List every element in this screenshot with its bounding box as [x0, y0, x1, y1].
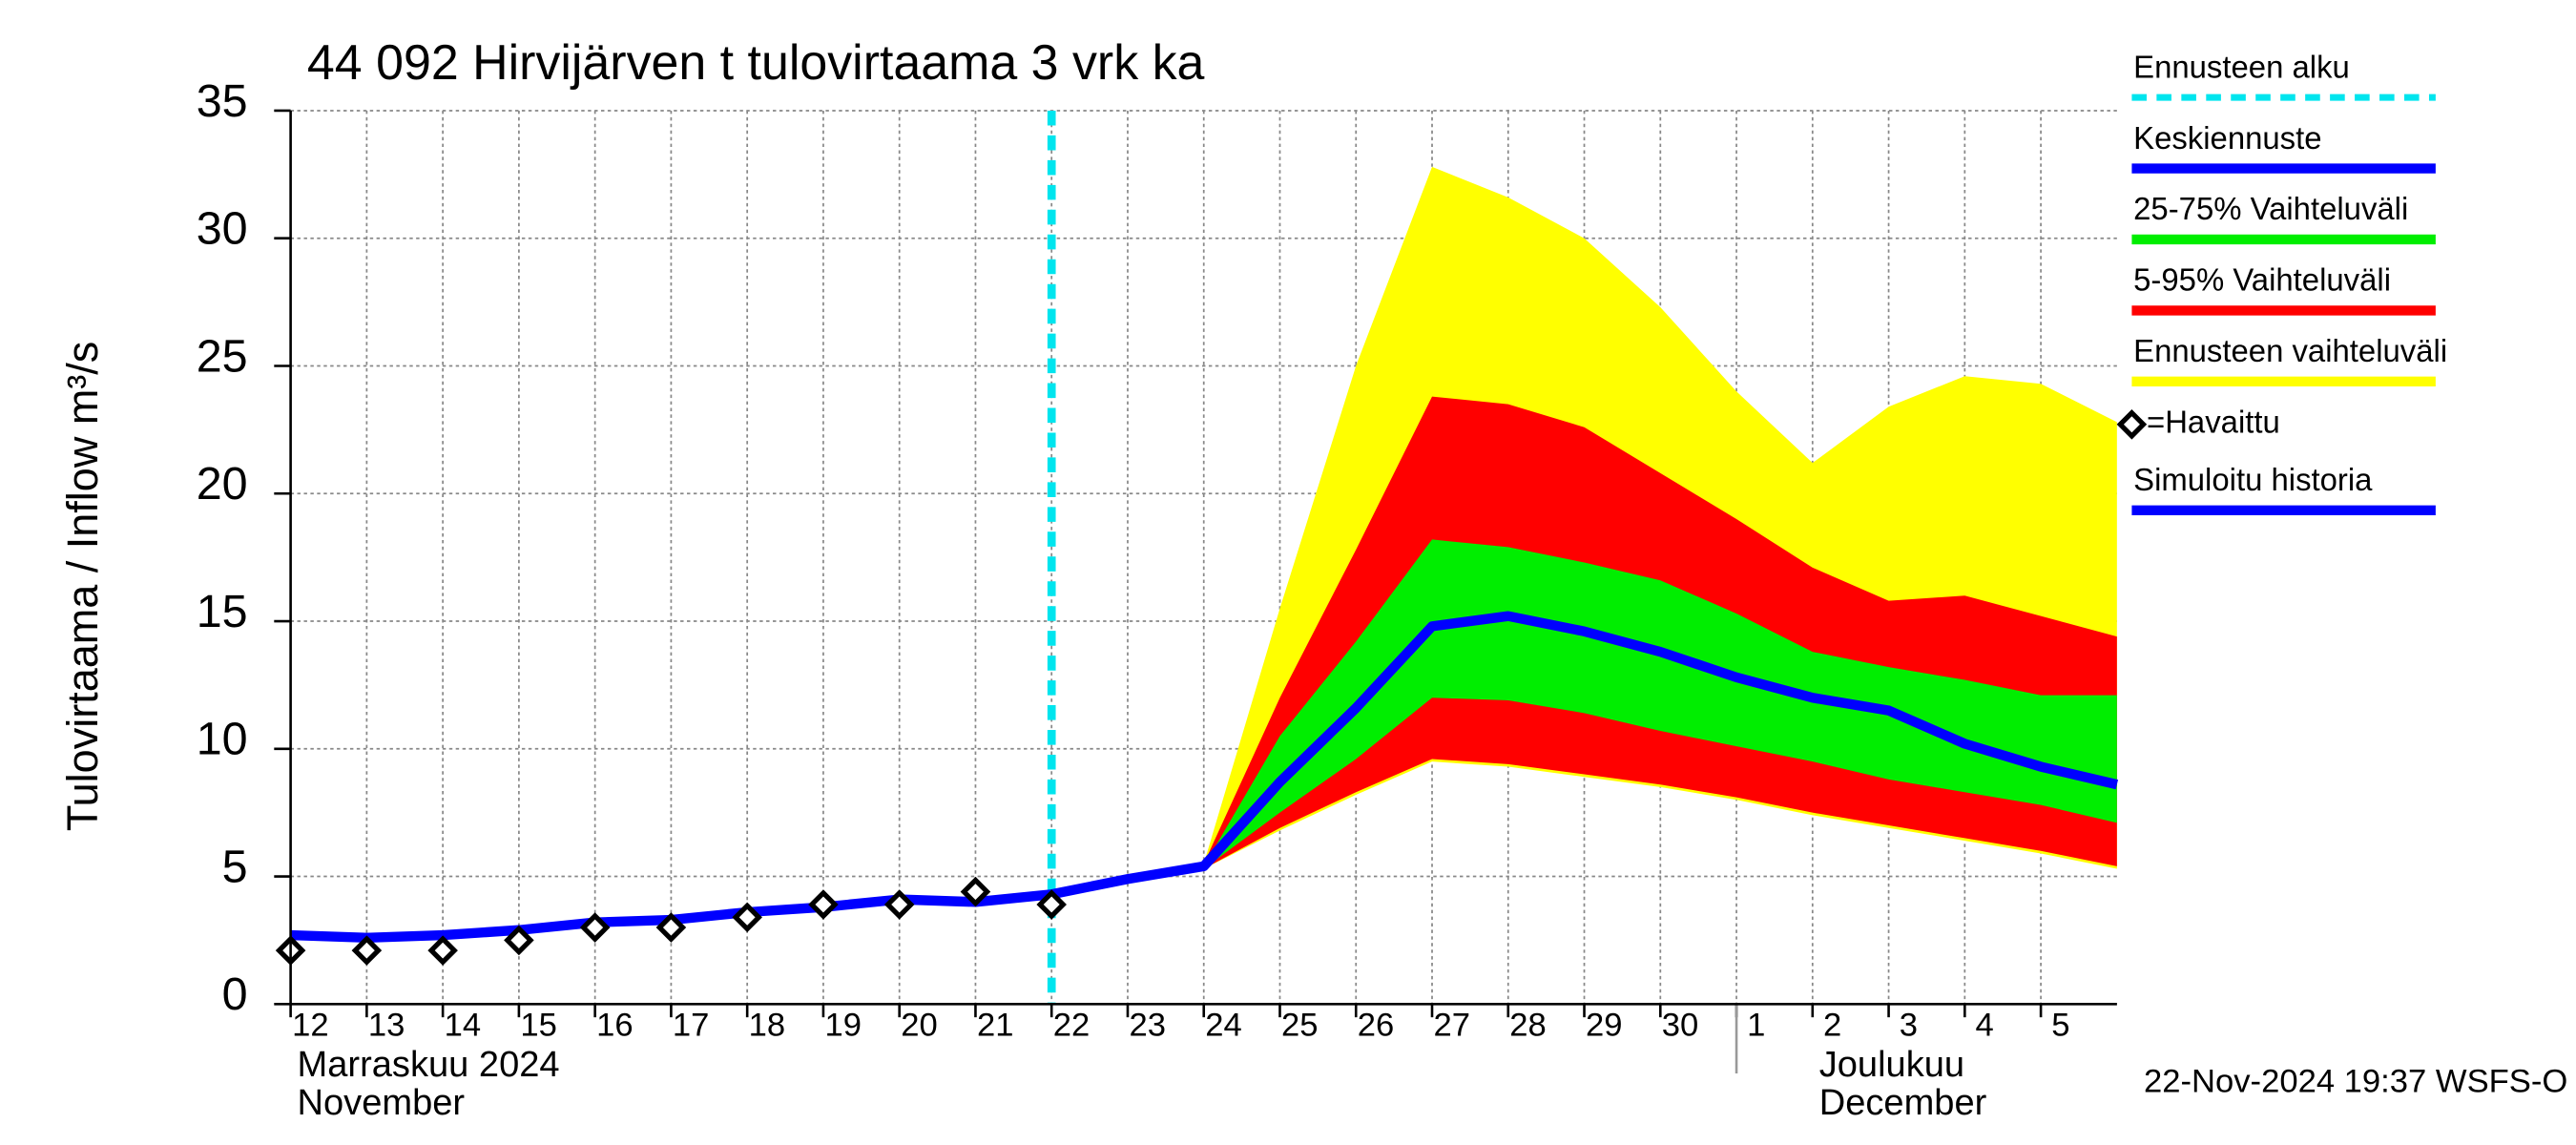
x-tick-label: 15: [520, 1008, 556, 1044]
y-tick-label: 20: [197, 458, 248, 510]
y-axis-label: Tulovirtaama / Inflow m³/s: [58, 342, 107, 831]
x-tick-label: 22: [1053, 1008, 1090, 1044]
x-tick-label: 25: [1281, 1008, 1318, 1044]
month-label: Marraskuu 2024: [298, 1045, 560, 1085]
legend-label: Keskiennuste: [2133, 120, 2321, 156]
x-tick-label: 21: [977, 1008, 1013, 1044]
observed-marker: [504, 925, 534, 956]
x-tick-label: 20: [901, 1008, 937, 1044]
y-tick-label: 30: [197, 203, 248, 255]
y-tick-label: 10: [197, 714, 248, 765]
y-tick-label: 35: [197, 75, 248, 127]
x-tick-label: 24: [1205, 1008, 1241, 1044]
legend-label: =Havaittu: [2147, 404, 2280, 439]
timestamp: 22-Nov-2024 19:37 WSFS-O: [2144, 1064, 2567, 1100]
x-tick-label: 26: [1358, 1008, 1394, 1044]
x-tick-label: 12: [292, 1008, 328, 1044]
y-tick-label: 15: [197, 586, 248, 637]
x-tick-label: 13: [368, 1008, 405, 1044]
observed-marker: [351, 935, 383, 966]
y-tick-label: 5: [222, 841, 248, 892]
line: [1050, 611, 2119, 900]
legend-label: Ennusteen alku: [2133, 49, 2350, 84]
x-tick-label: 1: [1747, 1008, 1765, 1044]
observed-marker: [883, 889, 915, 920]
y-tick-label: 0: [222, 968, 248, 1020]
x-tick-label: 5: [2051, 1008, 2069, 1044]
month-label: December: [1819, 1083, 1987, 1123]
x-tick-label: 16: [596, 1008, 633, 1044]
legend-label: 25-75% Vaihteluväli: [2133, 191, 2408, 226]
observed-marker: [427, 935, 458, 966]
x-tick-label: 30: [1662, 1008, 1699, 1044]
observed-marker: [732, 902, 762, 933]
x-tick-label: 2: [1823, 1008, 1841, 1044]
chart-title: 44 092 Hirvijärven t tulovirtaama 3 vrk …: [307, 35, 1205, 91]
month-label: Joulukuu: [1819, 1045, 1964, 1085]
x-tick-label: 17: [673, 1008, 709, 1044]
legend-label: Ennusteen vaihteluväli: [2133, 333, 2447, 368]
month-label: November: [298, 1083, 466, 1123]
y-tick-label: 25: [197, 330, 248, 382]
x-tick-label: 27: [1434, 1008, 1470, 1044]
x-tick-label: 28: [1509, 1008, 1546, 1044]
legend-label: Simuloitu historia: [2133, 462, 2373, 497]
x-tick-label: 29: [1586, 1008, 1623, 1044]
legend-marker: [2116, 409, 2148, 440]
observed-marker: [1036, 889, 1067, 920]
legend-label: 5-95% Vaihteluväli: [2133, 262, 2391, 298]
observed-marker: [655, 912, 687, 943]
x-tick-label: 18: [749, 1008, 785, 1044]
observed-marker: [960, 876, 991, 907]
x-tick-label: 23: [1129, 1008, 1165, 1044]
observed-marker: [579, 912, 611, 943]
x-tick-label: 3: [1900, 1008, 1918, 1044]
observed-marker: [808, 889, 839, 920]
x-tick-label: 19: [824, 1008, 861, 1044]
band: [1127, 539, 2117, 878]
x-tick-label: 14: [445, 1008, 481, 1044]
x-tick-label: 4: [1975, 1008, 1993, 1044]
